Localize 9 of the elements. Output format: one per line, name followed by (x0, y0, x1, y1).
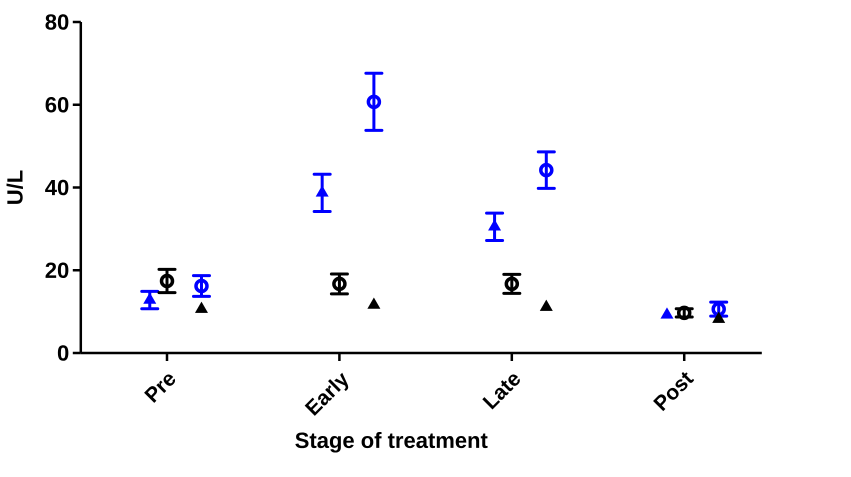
y-tick-label: 80 (46, 14, 68, 30)
y-tick-label: 0 (58, 345, 68, 361)
y-tick-label: 60 (46, 96, 68, 113)
y-tick-label: 20 (46, 262, 68, 278)
y-axis-title: U/L (6, 170, 23, 204)
x-tick-label: Pre (144, 374, 176, 403)
x-axis-title: Stage of treatment (295, 432, 488, 453)
y-tick-label: 40 (45, 180, 68, 196)
x-tick-label: Late (482, 374, 520, 410)
